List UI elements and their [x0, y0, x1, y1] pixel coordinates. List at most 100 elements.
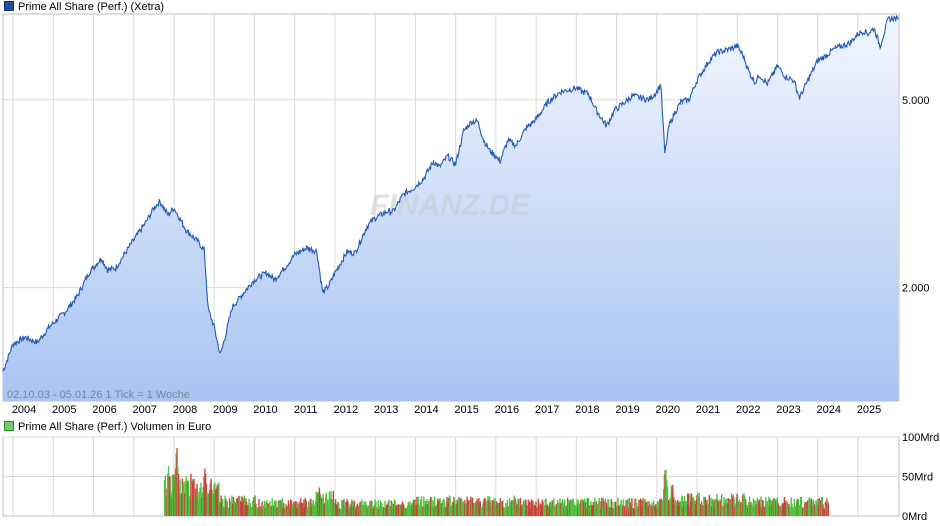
volume-bar: [631, 498, 633, 516]
volume-bar: [755, 500, 757, 516]
volume-bar: [216, 485, 218, 516]
volume-bar: [721, 494, 723, 516]
volume-bar: [175, 453, 177, 516]
volume-bar: [392, 504, 395, 516]
volume-bar: [701, 505, 703, 516]
volume-bar: [647, 506, 649, 516]
x-tick-label: 2023: [776, 404, 800, 416]
volume-bar: [511, 500, 513, 516]
volume-bar: [819, 504, 821, 516]
volume-bar: [751, 507, 754, 516]
volume-bar: [634, 498, 636, 516]
volume-bar: [680, 501, 682, 516]
y-tick-label: 5.000: [902, 95, 930, 107]
volume-bar: [249, 507, 251, 516]
volume-bar: [788, 503, 790, 516]
volume-bar: [164, 475, 167, 516]
volume-bar: [414, 499, 416, 516]
volume-bar: [827, 500, 829, 516]
volume-bar: [699, 504, 701, 516]
volume-bar: [813, 504, 816, 516]
volume-bar: [722, 506, 724, 516]
volume-bar: [228, 498, 231, 516]
volume-bar: [496, 504, 498, 516]
volume-bar: [668, 502, 670, 516]
volume-bar: [536, 508, 538, 516]
volume-bar: [319, 493, 321, 516]
volume-bar: [426, 499, 428, 516]
volume-bar: [800, 496, 803, 516]
volume-bar: [335, 504, 338, 516]
volume-bar: [179, 479, 181, 516]
volume-bar: [363, 501, 365, 516]
volume-bar: [781, 503, 783, 516]
volume-bar: [580, 499, 582, 516]
volume-bar: [377, 500, 379, 516]
volume-bar: [444, 507, 447, 516]
volume-bar: [762, 499, 764, 516]
volume-bar: [210, 478, 212, 516]
volume-bar: [628, 497, 631, 516]
x-tick-label: 2012: [334, 404, 358, 416]
y-tick-label: 2.000: [902, 283, 930, 295]
volume-bar: [684, 501, 686, 516]
volume-bar: [463, 504, 465, 516]
volume-bar: [532, 500, 534, 516]
volume-bar: [311, 503, 314, 516]
volume-bar: [694, 504, 697, 516]
volume-bar: [394, 501, 396, 516]
volume-bar: [663, 474, 666, 516]
volume-bar: [423, 496, 425, 516]
volume-bar: [515, 500, 517, 516]
volume-bar: [415, 505, 417, 516]
volume-bar: [337, 502, 339, 516]
volume-bar: [679, 504, 681, 516]
volume-bar: [170, 492, 172, 516]
volume-bar: [809, 498, 811, 516]
volume-bar: [581, 499, 584, 516]
volume-bar: [687, 493, 690, 516]
volume-bar: [406, 508, 408, 516]
volume-bar: [317, 492, 319, 516]
volume-bar: [211, 492, 214, 516]
volume-bar: [459, 498, 461, 516]
volume-bar: [384, 500, 386, 516]
price-legend-label: Prime All Share (Perf.) (Xetra): [18, 1, 165, 13]
volume-bar: [473, 508, 475, 516]
volume-bar: [329, 497, 331, 516]
volume-bar: [665, 470, 667, 516]
volume-bar: [539, 503, 542, 516]
volume-bar: [643, 499, 645, 516]
volume-bar: [249, 503, 252, 516]
volume-bar: [487, 496, 489, 516]
volume-bar: [628, 508, 630, 516]
volume-bar: [756, 497, 758, 516]
volume-bar: [284, 507, 286, 516]
volume-bar: [450, 506, 452, 516]
volume-bar: [681, 495, 683, 516]
volume-bar: [778, 505, 780, 516]
volume-bar: [567, 500, 570, 516]
volume-bar: [740, 502, 742, 516]
volume-bar: [208, 490, 211, 516]
volume-bar: [782, 502, 784, 516]
volume-bar: [390, 500, 392, 516]
volume-bar: [625, 507, 628, 516]
volume-bar: [587, 498, 590, 516]
x-tick-label: 2021: [696, 404, 720, 416]
volume-bar: [565, 505, 567, 516]
volume-bar: [812, 500, 814, 516]
volume-bar: [433, 507, 435, 516]
volume-bar: [296, 501, 298, 516]
volume-bar: [439, 498, 441, 516]
volume-bar: [741, 495, 744, 516]
volume-bar: [808, 497, 810, 516]
volume-bar: [578, 503, 580, 516]
volume-bar: [481, 505, 484, 516]
volume-bar: [799, 497, 802, 516]
volume-bar: [398, 504, 400, 516]
volume-bar: [716, 493, 718, 516]
volume-bar: [793, 498, 796, 516]
volume-bar: [387, 501, 389, 516]
volume-bar: [396, 505, 398, 516]
